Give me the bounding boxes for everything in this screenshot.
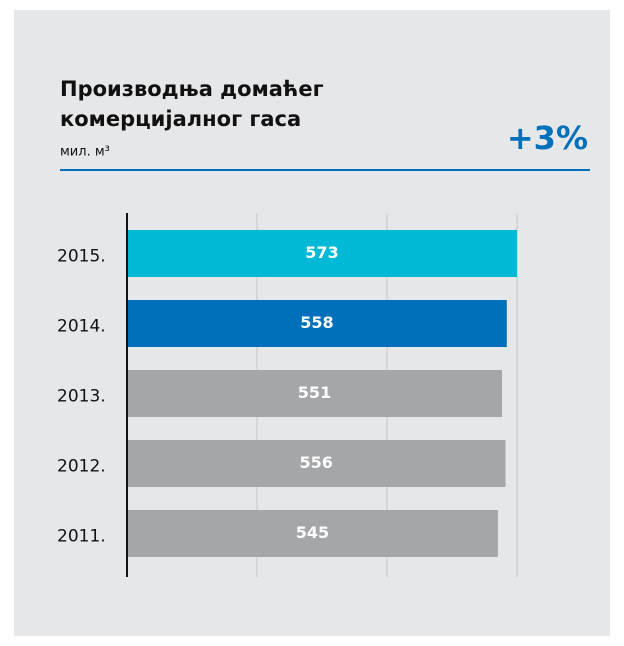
y-tick-label: 2014. [57, 317, 106, 337]
bar [127, 370, 503, 417]
bar [127, 300, 507, 347]
chart-subtitle: мил. м³ [60, 145, 110, 160]
y-tick-label: 2015. [57, 247, 106, 267]
value-label: 545 [296, 523, 329, 542]
y-tick-label: 2011. [57, 527, 106, 547]
bar [127, 440, 506, 487]
y-tick-label: 2013. [57, 387, 106, 407]
annotation: +3% [507, 119, 588, 157]
value-label: 556 [300, 453, 333, 472]
value-label: 573 [305, 243, 338, 262]
y-tick-label: 2012. [57, 457, 106, 477]
chart-title: Производња домаћег [60, 77, 324, 101]
chart-title: комерцијалног гаса [60, 107, 301, 131]
bar [127, 510, 498, 557]
bar [127, 230, 517, 277]
value-label: 551 [298, 383, 331, 402]
value-label: 558 [300, 313, 333, 332]
